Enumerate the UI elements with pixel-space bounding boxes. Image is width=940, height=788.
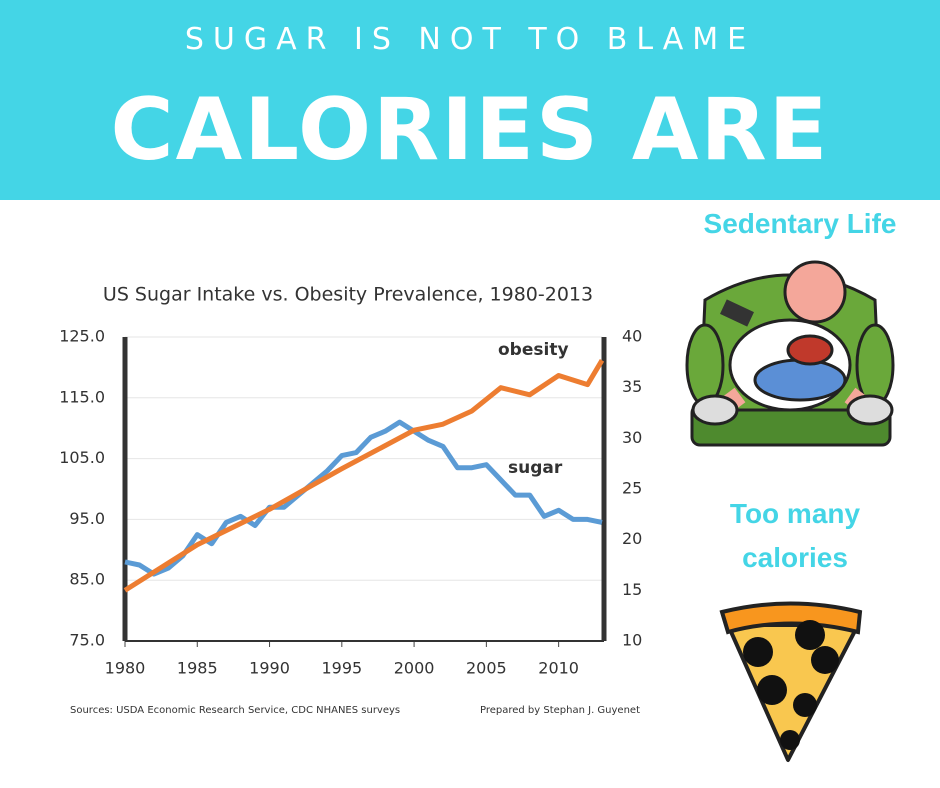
x-tick-label: 1985 <box>177 659 218 678</box>
y-tick-label: 105.0 <box>59 448 105 467</box>
y2-tick-label: 40 <box>622 327 642 346</box>
caption: Sedentary Life <box>703 208 897 239</box>
series-label: obesity <box>498 340 569 360</box>
y-tick-label: 75.0 <box>69 631 105 650</box>
y-tick-label: 115.0 <box>59 387 105 406</box>
y2-tick-label: 20 <box>622 529 642 548</box>
chart-title: US Sugar Intake vs. Obesity Prevalence, … <box>103 284 593 306</box>
credit: Prepared by Stephan J. Guyenet <box>480 705 640 716</box>
x-tick-label: 1990 <box>249 659 290 678</box>
y2-tick-label: 25 <box>622 479 642 498</box>
series-line <box>123 359 605 593</box>
y-tick-label: 85.0 <box>69 570 105 589</box>
header: SUGAR IS NOT TO BLAME CALORIES ARE <box>0 0 940 200</box>
x-tick-label: 2010 <box>538 659 579 678</box>
y2-tick-label: 15 <box>622 580 642 599</box>
kicker: SUGAR IS NOT TO BLAME <box>184 22 756 57</box>
pizza <box>719 601 863 762</box>
illustration <box>685 260 895 447</box>
y2-tick-label: 35 <box>622 377 642 396</box>
y2-tick-label: 30 <box>622 428 642 447</box>
headline: CALORIES ARE <box>110 80 830 180</box>
x-tick-label: 1980 <box>105 659 146 678</box>
series-label: sugar <box>508 458 563 478</box>
x-tick-label: 2005 <box>466 659 507 678</box>
caption: Too many calories <box>729 498 861 573</box>
y-tick-label: 125.0 <box>59 327 105 346</box>
x-tick-label: 2000 <box>394 659 435 678</box>
x-tick-label: 1995 <box>321 659 362 678</box>
y-tick-label: 95.0 <box>69 509 105 528</box>
source: Sources: USDA Economic Research Service,… <box>70 705 400 716</box>
series-line <box>124 419 603 577</box>
y2-tick-label: 10 <box>622 631 642 650</box>
